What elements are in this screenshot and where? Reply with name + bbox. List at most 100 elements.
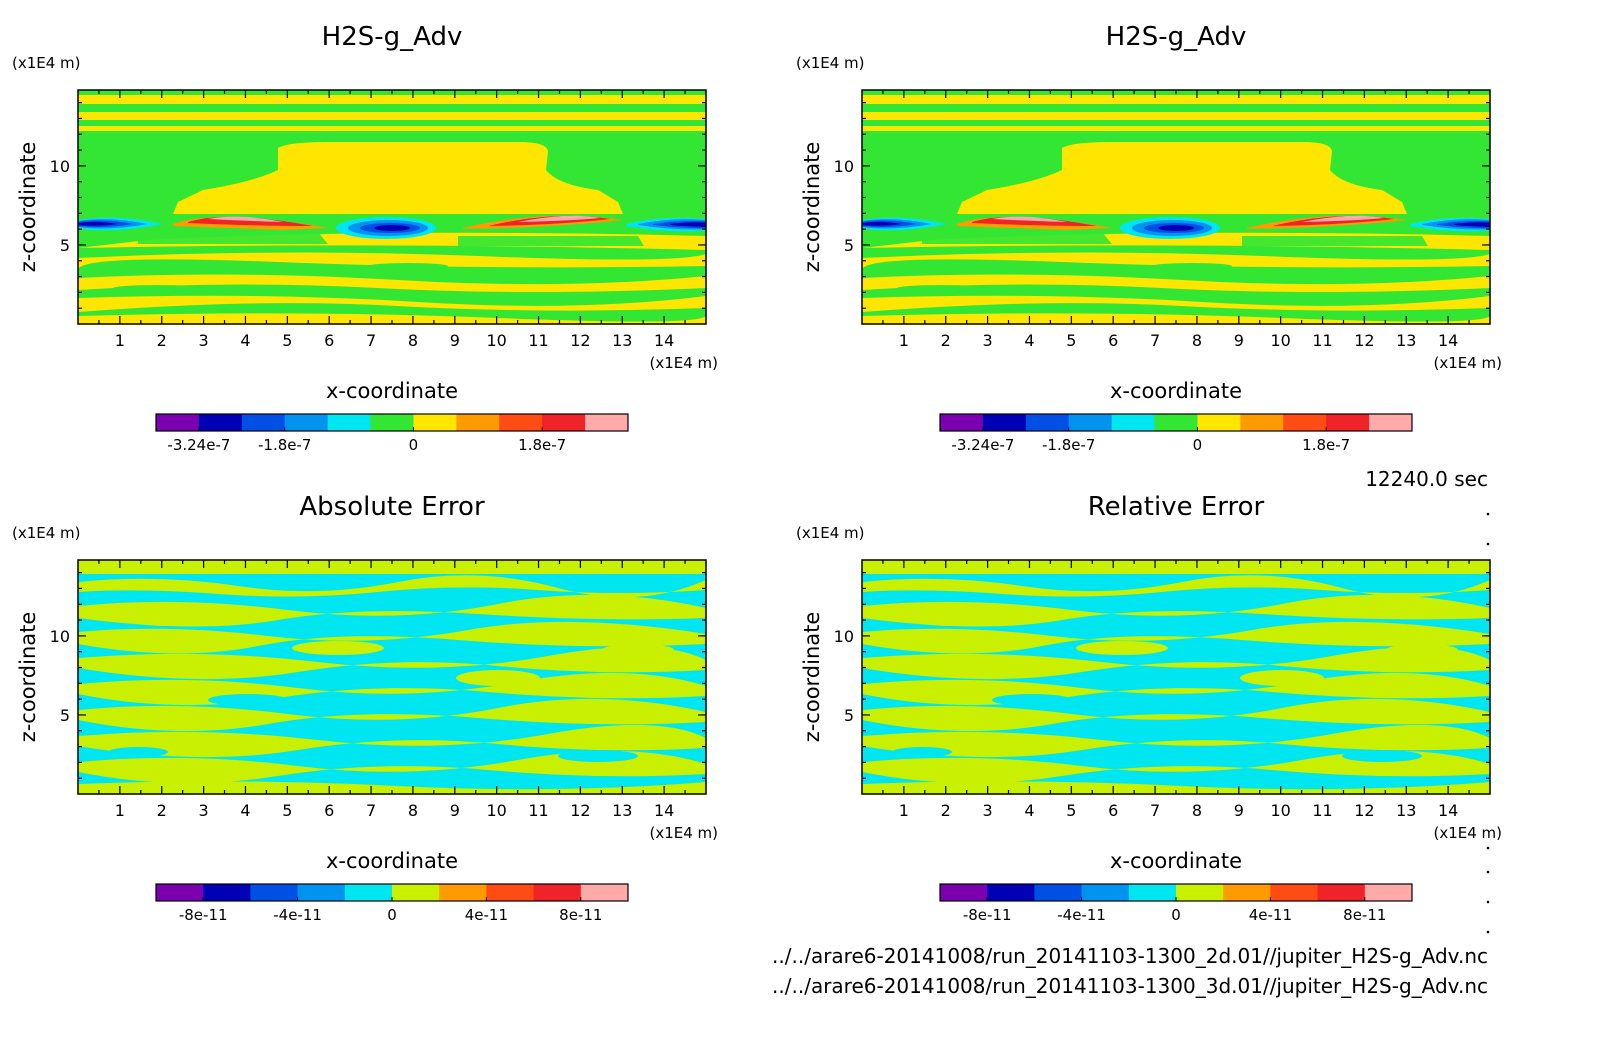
colorbar-swatch [542, 414, 586, 431]
x-axis-label: x-coordinate [326, 849, 458, 873]
x-tick-label: 12 [570, 801, 590, 820]
colorbar-swatch [156, 884, 204, 901]
x-tick-label: 11 [1312, 331, 1332, 350]
colorbar-swatch [1283, 414, 1327, 431]
y-axis-label: z-coordinate [800, 612, 824, 743]
colorbar-swatch [1081, 884, 1130, 901]
colorbar-tick-label: 0 [1171, 906, 1181, 924]
x-tick-label: 11 [528, 801, 548, 820]
x-tick-label: 2 [157, 801, 167, 820]
x-tick-label: 4 [240, 801, 250, 820]
x-tick-label: 8 [408, 331, 418, 350]
x-unit-label: (x1E4 m) [1433, 354, 1502, 372]
x-tick-label: 3 [199, 331, 209, 350]
x-tick-label: 11 [528, 331, 548, 350]
colorbar-swatch [499, 414, 543, 431]
colorbar-swatch [940, 414, 984, 431]
x-axis-label: x-coordinate [1110, 849, 1242, 873]
colorbar-swatch [1326, 414, 1370, 431]
colorbar-swatch [456, 414, 500, 431]
colorbar-swatch [1197, 414, 1241, 431]
colorbar-swatch [1270, 884, 1319, 901]
colorbar-swatch [284, 414, 329, 431]
colorbar-swatch [439, 884, 487, 901]
colorbar-tick-label: 8e-11 [559, 906, 602, 924]
plot-panel-2: H2S-g_Adv(x1E4 m)1 2 3 4 5 6 7 8 9 10 11 12 13 14510(… [796, 22, 1502, 454]
colorbar-swatch [370, 414, 414, 431]
plot-title: H2S-g_Adv [1106, 22, 1247, 52]
y-unit-label: (x1E4 m) [12, 524, 81, 542]
heatmap-field [862, 560, 1490, 794]
y-unit-label: (x1E4 m) [12, 54, 81, 72]
colorbar-swatch [1369, 414, 1413, 431]
plot-panel-4: Relative Error(x1E4 m)1 2 3 4 5 6 7 8 9 10 11 12 13 1… [796, 492, 1502, 924]
colorbar-swatch [241, 414, 286, 431]
colorbar-swatch [1223, 884, 1271, 901]
colorbar-swatch [198, 414, 243, 431]
y-tick-label: 5 [60, 236, 70, 255]
x-tick-label: 9 [450, 801, 460, 820]
x-axis-label: x-coordinate [1110, 379, 1242, 403]
colorbar-tick-label: -4e-11 [273, 906, 322, 924]
x-tick-label: 2 [941, 801, 951, 820]
footer-file-line-2: ../../arare6-20141008/run_20141103-1300_… [772, 974, 1488, 998]
y-tick-label: 10 [834, 627, 854, 646]
y-tick-label: 5 [60, 706, 70, 725]
x-tick-label: 1 [899, 801, 909, 820]
colorbar-tick-label: 1.8e-7 [1302, 436, 1350, 454]
colorbar-swatch [987, 884, 1035, 901]
x-tick-label: 1 [115, 331, 125, 350]
colorbar-swatch [585, 414, 629, 431]
colorbar-swatch [250, 884, 299, 901]
footer-file-line-1: ../../arare6-20141008/run_20141103-1300_… [772, 944, 1488, 968]
colorbar-swatch [1317, 884, 1366, 901]
x-tick-label: 8 [408, 801, 418, 820]
x-tick-label: 3 [983, 801, 993, 820]
colorbar-frame [155, 413, 629, 432]
colorbar-swatch [533, 884, 582, 901]
colorbar-swatch [413, 414, 457, 431]
time-label: 12240.0 sec [1365, 467, 1488, 491]
plot-title: Absolute Error [299, 492, 485, 522]
x-tick-label: 7 [366, 801, 376, 820]
x-tick-label: 14 [1438, 801, 1458, 820]
colorbar-swatch [1068, 414, 1113, 431]
colorbar-tick-label: -8e-11 [963, 906, 1012, 924]
colorbar-tick-label: 1.8e-7 [518, 436, 566, 454]
x-tick-label: 4 [1024, 331, 1034, 350]
x-tick-label: 7 [1150, 801, 1160, 820]
colorbar-swatch [940, 884, 988, 901]
x-tick-label: 1 [899, 331, 909, 350]
x-tick-label: 7 [366, 331, 376, 350]
x-tick-label: 7 [1150, 331, 1160, 350]
x-unit-label: (x1E4 m) [649, 354, 718, 372]
colorbar-swatch [486, 884, 535, 901]
y-tick-label: 10 [834, 157, 854, 176]
y-unit-label: (x1E4 m) [796, 524, 865, 542]
colorbar-tick-label: 0 [1193, 436, 1203, 454]
x-unit-label: (x1E4 m) [1433, 824, 1502, 842]
y-axis-label: z-coordinate [16, 612, 40, 743]
colorbar-swatch [1240, 414, 1284, 431]
x-tick-label: 12 [570, 331, 590, 350]
colorbar-swatch [1111, 414, 1156, 431]
colorbar-swatch [156, 414, 200, 431]
x-tick-label: 13 [612, 331, 632, 350]
colorbar-swatch [1034, 884, 1083, 901]
x-tick-label: 9 [1234, 801, 1244, 820]
colorbar-swatch [1364, 884, 1413, 901]
colorbar-tick-label: -1.8e-7 [1042, 436, 1095, 454]
x-tick-label: 10 [486, 801, 506, 820]
x-tick-label: 13 [1396, 801, 1416, 820]
heatmap-field [78, 560, 706, 794]
plot-panel-1: H2S-g_Adv(x1E4 m)1 2 3 4 5 6 7 8 9 10 11 12 13 14510(… [12, 22, 718, 454]
x-tick-label: 9 [450, 331, 460, 350]
x-tick-label: 5 [1066, 801, 1076, 820]
colorbar-swatch [327, 414, 372, 431]
x-tick-label: 8 [1192, 801, 1202, 820]
y-tick-label: 5 [844, 236, 854, 255]
x-tick-label: 12 [1354, 331, 1374, 350]
x-tick-label: 12 [1354, 801, 1374, 820]
colorbar-tick-label: 8e-11 [1343, 906, 1386, 924]
